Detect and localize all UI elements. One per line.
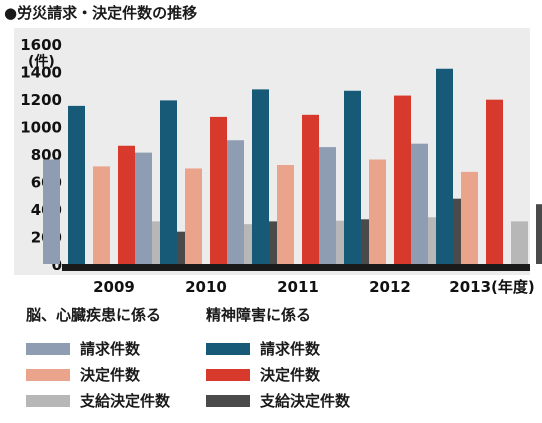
- bar: [210, 116, 227, 264]
- bar: [536, 204, 542, 264]
- legend-swatch: [206, 368, 250, 381]
- legend-label: 支給決定件数: [80, 392, 171, 410]
- legend-label: 請求件数: [260, 340, 321, 358]
- legend: 脳、心臓疾患に係る 精神障害に係る 請求件数 決定件数 支給決定件数 請求件数 …: [14, 304, 534, 419]
- y-tick-label: 0: [52, 256, 62, 274]
- y-tick-label: 1200: [20, 91, 62, 109]
- bar: [277, 165, 294, 264]
- bar: [160, 100, 177, 264]
- bar: [93, 166, 110, 264]
- bar: [369, 159, 386, 264]
- legend-label: 支給決定件数: [260, 392, 351, 410]
- legend-swatch: [26, 368, 70, 381]
- bar: [486, 99, 503, 264]
- legend-swatch: [26, 342, 70, 355]
- legend-label: 請求件数: [80, 340, 141, 358]
- x-axis-line: [62, 264, 530, 271]
- legend-group-left: 脳、心臓疾患に係る: [26, 306, 162, 324]
- bar: [394, 95, 411, 264]
- legend-item-left-request: 請求件数: [26, 338, 140, 359]
- bar: [227, 140, 244, 264]
- bar: [252, 89, 269, 264]
- bar: [344, 90, 361, 264]
- legend-item-right-payment: 支給決定件数: [206, 390, 350, 411]
- legend-item-left-decision: 決定件数: [26, 364, 140, 385]
- bar: [43, 159, 60, 264]
- y-axis-label: (件): [28, 53, 55, 70]
- x-tick-label: 2013(年度): [449, 278, 534, 296]
- bar-chart: 02004006008001000120014001600(件)20092010…: [20, 36, 542, 296]
- x-tick-label: 2012: [369, 278, 411, 296]
- x-tick-label: 2009: [93, 278, 135, 296]
- x-tick-label: 2010: [185, 278, 227, 296]
- y-tick-label: 1400: [20, 64, 62, 82]
- legend-swatch: [26, 394, 70, 407]
- legend-label: 決定件数: [80, 366, 141, 384]
- bar: [461, 171, 478, 264]
- legend-group-right: 精神障害に係る: [206, 306, 312, 324]
- bar: [118, 145, 135, 264]
- chart-title: ●労災請求・決定件数の推移: [4, 4, 198, 22]
- y-tick-label: 1600: [20, 36, 62, 54]
- bar: [302, 114, 319, 264]
- legend-swatch: [206, 342, 250, 355]
- bar: [511, 221, 528, 264]
- legend-item-right-decision: 決定件数: [206, 364, 320, 385]
- x-tick-label: 2011: [277, 278, 319, 296]
- bar: [411, 143, 428, 264]
- y-tick-label: 1000: [20, 119, 62, 137]
- legend-swatch: [206, 394, 250, 407]
- bar: [68, 105, 85, 264]
- legend-item-left-payment: 支給決定件数: [26, 390, 170, 411]
- bar: [135, 152, 152, 264]
- bar: [319, 147, 336, 264]
- bar: [185, 168, 202, 264]
- legend-item-right-request: 請求件数: [206, 338, 320, 359]
- legend-label: 決定件数: [260, 366, 321, 384]
- bar: [436, 68, 453, 264]
